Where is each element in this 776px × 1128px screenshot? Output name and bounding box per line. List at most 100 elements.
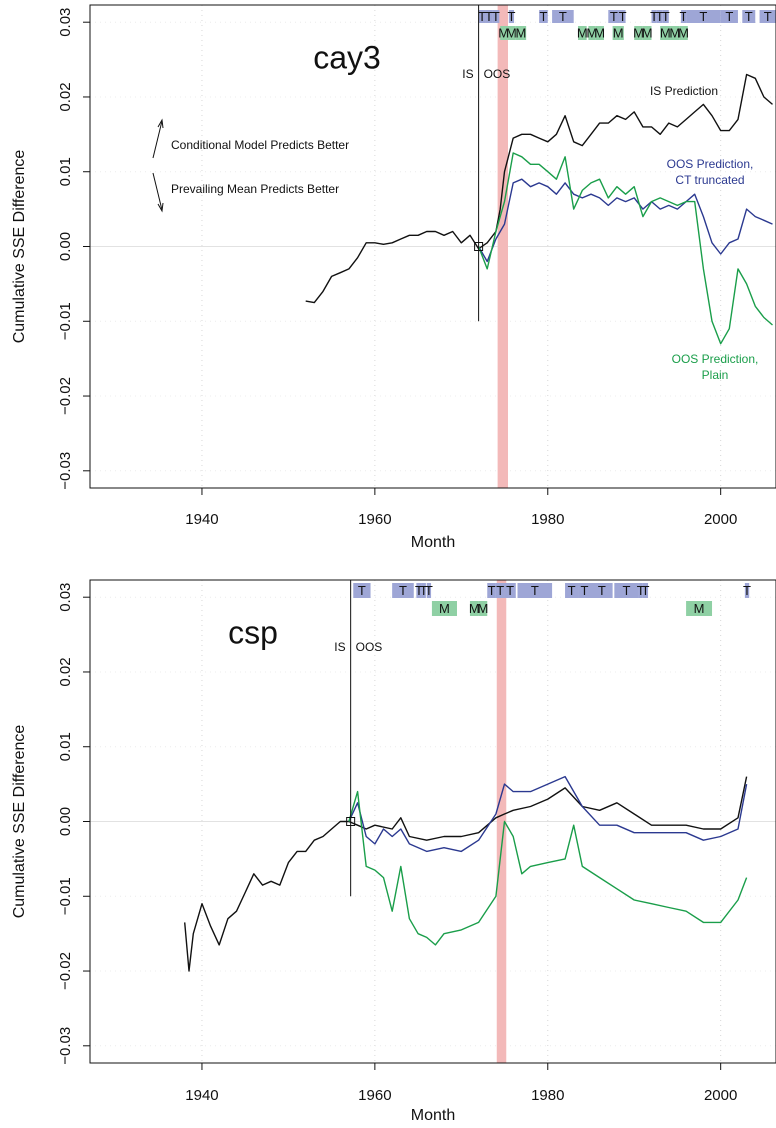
x-tick-label: 1960 <box>358 511 391 528</box>
period-box <box>590 583 613 598</box>
period-box <box>431 601 457 616</box>
shade-band <box>497 5 508 488</box>
y-tick-label: −0.03 <box>57 452 74 490</box>
x-axis-label: Month <box>411 534 455 551</box>
y-tick-label: −0.02 <box>57 377 74 415</box>
annotation: Plain <box>702 368 729 382</box>
period-box <box>638 583 643 598</box>
period-label: M <box>586 25 597 40</box>
period-box <box>679 26 688 40</box>
period-label: T <box>485 9 493 24</box>
period-box <box>485 10 493 23</box>
period-box <box>565 583 579 598</box>
period-label: T <box>680 9 688 24</box>
period-box <box>614 583 639 598</box>
period-label: M <box>577 25 588 40</box>
period-box <box>608 10 620 23</box>
period-box <box>686 10 721 23</box>
series-line <box>348 790 748 946</box>
period-box <box>660 26 671 40</box>
y-axis-label: Cumulative SSE Difference <box>11 150 28 344</box>
annotation: OOS Prediction, <box>672 352 759 366</box>
period-box <box>670 26 680 40</box>
period-box <box>742 10 756 23</box>
period-label: T <box>358 583 366 598</box>
y-tick-label: 0.01 <box>57 157 74 186</box>
period-label: T <box>725 9 733 24</box>
y-tick-label: −0.02 <box>57 952 74 990</box>
period-label: T <box>568 583 576 598</box>
x-tick-label: 1940 <box>185 1087 218 1104</box>
x-tick-label: 1980 <box>531 511 564 528</box>
period-label: T <box>581 583 589 598</box>
period-box <box>642 583 649 598</box>
shade-band <box>496 580 507 1063</box>
period-label: T <box>622 583 630 598</box>
period-label: M <box>694 601 705 616</box>
series-line <box>305 73 773 304</box>
split-marker <box>474 242 484 251</box>
period-box <box>495 583 505 598</box>
period-label: T <box>637 583 645 598</box>
x-tick-label: 2000 <box>704 511 737 528</box>
period-box <box>500 26 508 40</box>
period-label: M <box>669 25 680 40</box>
y-tick-label: 0.02 <box>57 657 74 686</box>
series-line <box>184 776 748 972</box>
period-label: T <box>745 9 753 24</box>
period-box <box>517 583 553 598</box>
period-box <box>515 26 527 40</box>
split-label: OOS <box>484 67 511 81</box>
period-box <box>720 10 738 23</box>
x-axis-label: Month <box>411 1107 455 1124</box>
y-tick-label: −0.01 <box>57 877 74 915</box>
period-box <box>680 10 687 23</box>
period-box <box>487 583 496 598</box>
series-line <box>477 178 773 263</box>
period-label: M <box>594 25 605 40</box>
split-label: OOS <box>356 640 383 654</box>
annotation: Prevailing Mean Predicts Better <box>171 182 339 196</box>
arrow-head <box>157 118 164 129</box>
period-box <box>759 10 776 23</box>
period-box <box>588 26 596 40</box>
period-box <box>478 10 486 23</box>
chart-title: cay3 <box>313 39 381 75</box>
series-line <box>348 775 748 853</box>
period-label: T <box>539 9 547 24</box>
series-line <box>477 152 773 345</box>
plot-area: T T TTT T T T T T T T T TT TM MM M <box>90 580 776 1063</box>
period-label: M <box>498 25 509 40</box>
period-label: T <box>619 9 627 24</box>
period-label: T <box>610 9 618 24</box>
period-box <box>642 26 652 40</box>
x-tick-label: 2000 <box>704 1087 737 1104</box>
period-box <box>539 10 548 23</box>
period-box <box>421 583 426 598</box>
period-label: T <box>662 9 670 24</box>
period-label: T <box>399 583 407 598</box>
period-label: T <box>641 583 649 598</box>
y-axis-label: Cumulative SSE Difference <box>11 725 28 919</box>
chart-title: csp <box>228 614 278 650</box>
y-tick-label: −0.03 <box>57 1027 74 1065</box>
period-label: M <box>439 601 450 616</box>
period-box <box>578 26 587 40</box>
period-label: M <box>642 25 653 40</box>
period-label: T <box>650 9 658 24</box>
period-box <box>656 10 663 23</box>
period-label: T <box>656 9 664 24</box>
annotation: CT truncated <box>675 173 744 187</box>
period-label: T <box>492 9 500 24</box>
split-marker <box>346 817 356 826</box>
period-box <box>651 10 657 23</box>
y-tick-label: 0.03 <box>57 583 74 612</box>
period-label: T <box>506 583 514 598</box>
period-label: M <box>506 25 517 40</box>
period-box <box>392 583 414 598</box>
period-label: T <box>420 583 428 598</box>
arrow-down <box>152 172 163 211</box>
